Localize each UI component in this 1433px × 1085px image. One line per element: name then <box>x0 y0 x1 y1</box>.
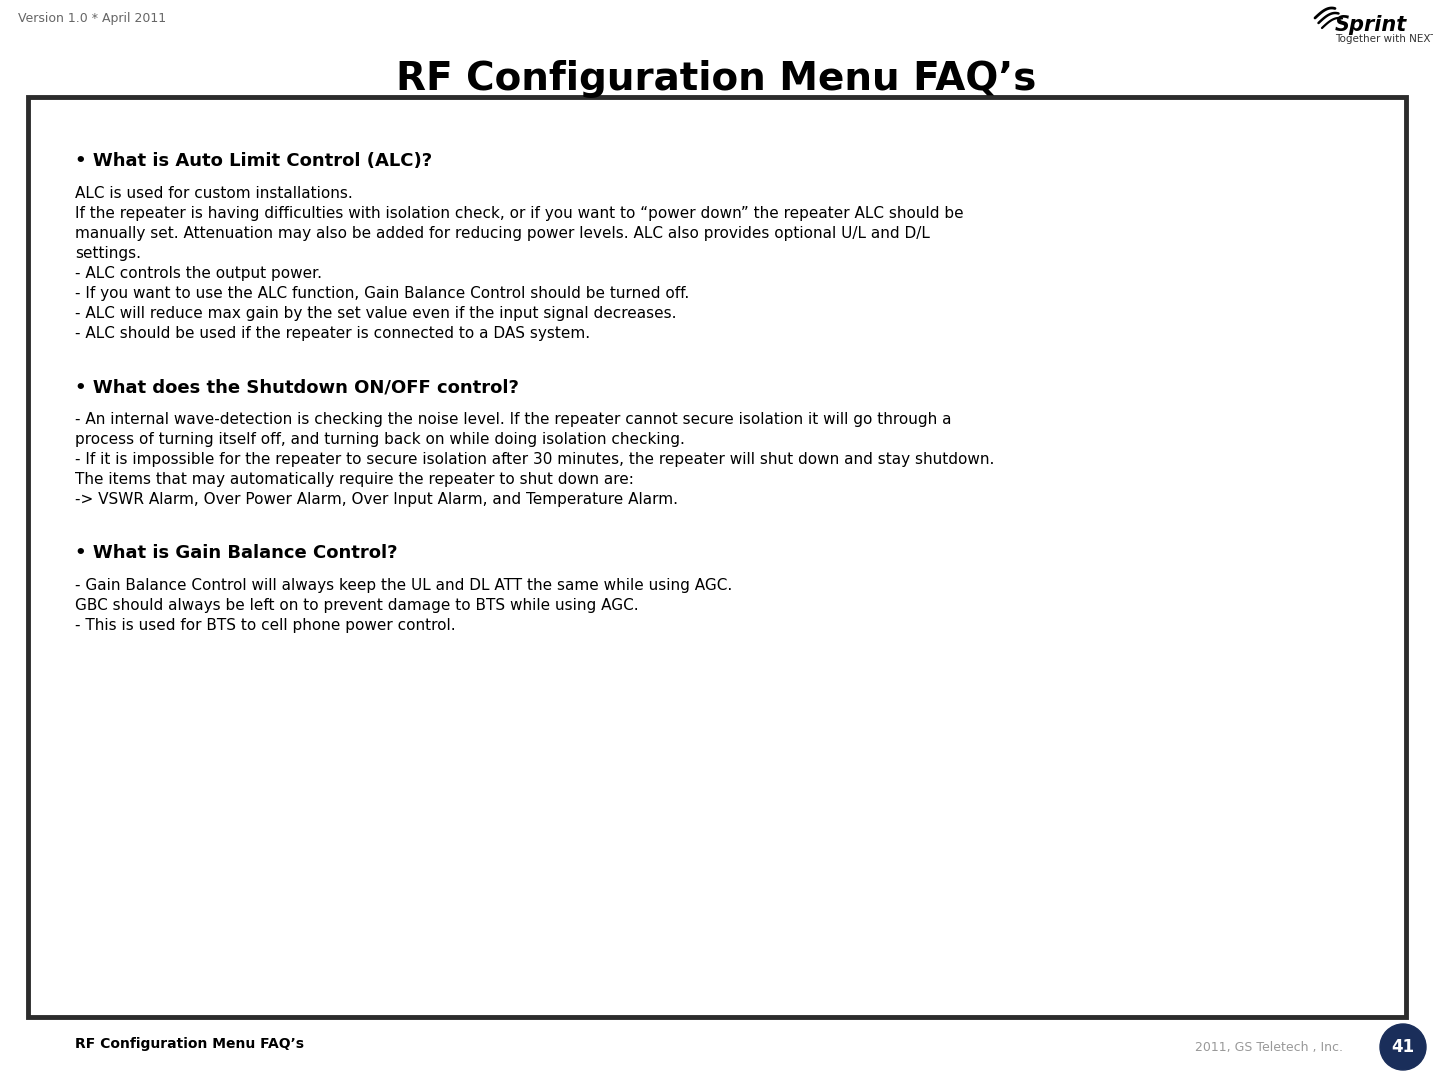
Text: GBC should always be left on to prevent damage to BTS while using AGC.: GBC should always be left on to prevent … <box>75 598 639 613</box>
Text: • What is Auto Limit Control (ALC)?: • What is Auto Limit Control (ALC)? <box>75 152 433 170</box>
Text: Sprint: Sprint <box>1336 15 1407 35</box>
Text: ALC is used for custom installations.: ALC is used for custom installations. <box>75 186 353 201</box>
FancyBboxPatch shape <box>29 97 1406 1017</box>
Text: RF Configuration Menu FAQ’s: RF Configuration Menu FAQ’s <box>75 1037 304 1051</box>
Text: - ALC will reduce max gain by the set value even if the input signal decreases.: - ALC will reduce max gain by the set va… <box>75 306 676 321</box>
Text: -> VSWR Alarm, Over Power Alarm, Over Input Alarm, and Temperature Alarm.: -> VSWR Alarm, Over Power Alarm, Over In… <box>75 492 678 507</box>
Text: process of turning itself off, and turning back on while doing isolation checkin: process of turning itself off, and turni… <box>75 432 685 447</box>
Text: • What is Gain Balance Control?: • What is Gain Balance Control? <box>75 544 397 562</box>
Text: - ALC should be used if the repeater is connected to a DAS system.: - ALC should be used if the repeater is … <box>75 326 590 341</box>
Text: - Gain Balance Control will always keep the UL and DL ATT the same while using A: - Gain Balance Control will always keep … <box>75 578 732 593</box>
Circle shape <box>1380 1024 1426 1070</box>
Text: - ALC controls the output power.: - ALC controls the output power. <box>75 266 322 281</box>
Text: • What does the Shutdown ON/OFF control?: • What does the Shutdown ON/OFF control? <box>75 378 519 396</box>
Text: If the repeater is having difficulties with isolation check, or if you want to “: If the repeater is having difficulties w… <box>75 206 963 221</box>
Text: - An internal wave-detection is checking the noise level. If the repeater cannot: - An internal wave-detection is checking… <box>75 412 952 427</box>
Text: 2011, GS Teletech , Inc.: 2011, GS Teletech , Inc. <box>1195 1041 1343 1054</box>
Text: - If it is impossible for the repeater to secure isolation after 30 minutes, the: - If it is impossible for the repeater t… <box>75 452 995 467</box>
Text: Together with NEXTEL: Together with NEXTEL <box>1336 34 1433 44</box>
Text: - This is used for BTS to cell phone power control.: - This is used for BTS to cell phone pow… <box>75 618 456 633</box>
Text: 41: 41 <box>1391 1038 1414 1056</box>
Text: RF Configuration Menu FAQ’s: RF Configuration Menu FAQ’s <box>396 60 1036 98</box>
Text: manually set. Attenuation may also be added for reducing power levels. ALC also : manually set. Attenuation may also be ad… <box>75 226 930 241</box>
Text: settings.: settings. <box>75 246 140 261</box>
Text: The items that may automatically require the repeater to shut down are:: The items that may automatically require… <box>75 472 633 487</box>
Text: Version 1.0 * April 2011: Version 1.0 * April 2011 <box>19 12 166 25</box>
Text: - If you want to use the ALC function, Gain Balance Control should be turned off: - If you want to use the ALC function, G… <box>75 286 689 301</box>
